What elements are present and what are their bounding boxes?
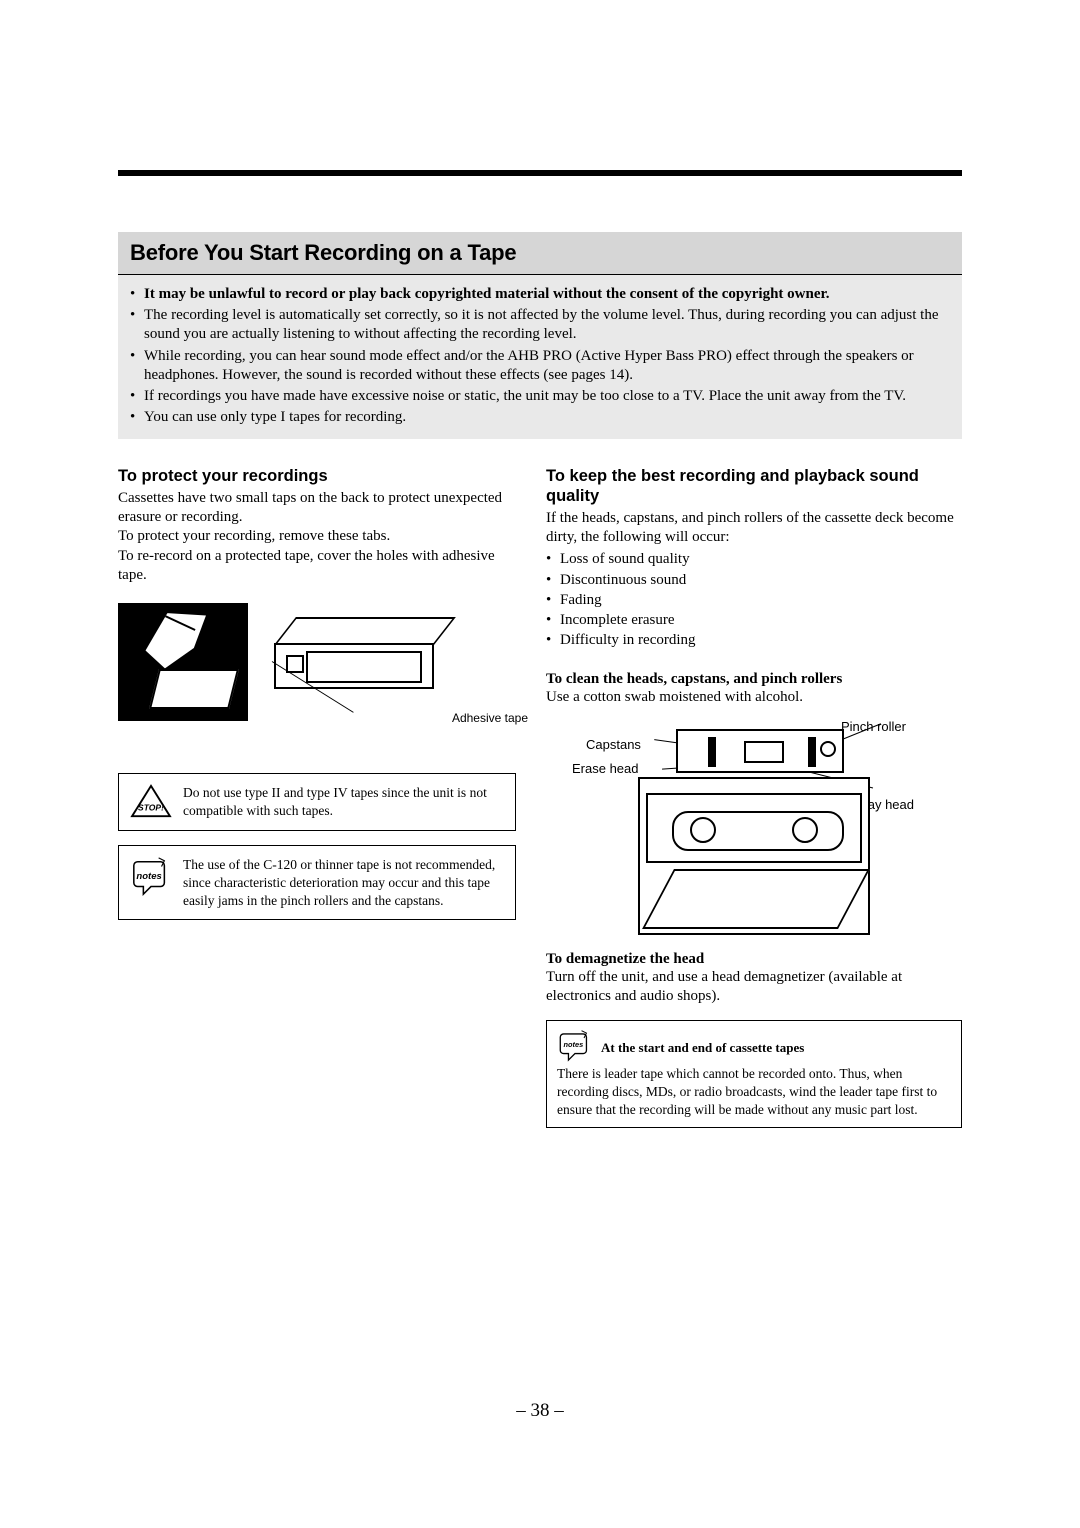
clean-heading: To clean the heads, capstans, and pinch …	[546, 671, 962, 688]
list-item: Incomplete erasure	[546, 610, 962, 630]
list-item: Difficulty in recording	[546, 630, 962, 650]
intro-bullet: You can use only type I tapes for record…	[130, 408, 950, 427]
leader-note-box: notes At the start and end of cassette t…	[546, 1020, 962, 1127]
left-heading: To protect your recordings	[118, 467, 516, 487]
capstans-label: Capstans	[586, 737, 641, 752]
cassette-adhesive-illustration	[274, 617, 434, 707]
symptoms-list: Loss of sound quality Discontinuous soun…	[546, 549, 962, 650]
notes-icon: notes	[557, 1029, 593, 1065]
right-column: To keep the best recording and playback …	[546, 467, 962, 1127]
intro-bullet: If recordings you have made have excessi…	[130, 387, 950, 406]
left-p1: Cassettes have two small taps on the bac…	[118, 489, 516, 527]
intro-bullet-text: It may be unlawful to record or play bac…	[144, 286, 830, 302]
transport-mechanism	[676, 729, 844, 773]
section-title: Before You Start Recording on a Tape	[130, 240, 950, 266]
stop-note-text: Do not use type II and type IV tapes sin…	[183, 784, 505, 820]
right-p1: If the heads, capstans, and pinch roller…	[546, 509, 962, 547]
intro-list: It may be unlawful to record or play bac…	[130, 285, 950, 427]
svg-text:notes: notes	[136, 871, 161, 882]
stop-icon: STOP!	[129, 784, 173, 820]
notes-text: The use of the C-120 or thinner tape is …	[183, 856, 505, 909]
list-item: Discontinuous sound	[546, 570, 962, 590]
intro-bullet: The recording level is automatically set…	[130, 306, 950, 344]
list-item: Loss of sound quality	[546, 549, 962, 569]
stop-note-box: STOP! Do not use type II and type IV tap…	[118, 773, 516, 831]
demag-heading: To demagnetize the head	[546, 951, 962, 968]
columns: To protect your recordings Cassettes hav…	[118, 467, 962, 1127]
left-p2: To protect your recording, remove these …	[118, 527, 516, 546]
clean-p: Use a cotton swab moistened with alcohol…	[546, 688, 962, 707]
notes-icon: notes	[129, 856, 173, 898]
cassette-remove-tab-illustration	[118, 603, 248, 721]
page-content: Before You Start Recording on a Tape It …	[118, 170, 962, 1128]
leader-text: There is leader tape which cannot be rec…	[557, 1065, 951, 1118]
cassette-outline	[646, 793, 862, 863]
svg-text:notes: notes	[564, 1040, 584, 1049]
notes-box: notes The use of the C-120 or thinner ta…	[118, 845, 516, 920]
intro-box: It may be unlawful to record or play bac…	[118, 275, 962, 439]
top-rule	[118, 170, 962, 176]
left-column: To protect your recordings Cassettes hav…	[118, 467, 516, 1127]
erase-head-label: Erase head	[572, 761, 639, 776]
page-number: – 38 –	[118, 1400, 962, 1422]
intro-bullet: It may be unlawful to record or play bac…	[130, 285, 950, 304]
cassette-door	[642, 869, 870, 929]
leader-heading: At the start and end of cassette tapes	[601, 1039, 804, 1056]
adhesive-tape-label: Adhesive tape	[452, 711, 528, 725]
cassette-tab-figure: Adhesive tape	[118, 603, 478, 733]
right-heading: To keep the best recording and playback …	[546, 467, 962, 507]
left-p3: To re-record on a protected tape, cover …	[118, 547, 516, 585]
intro-bullet: While recording, you can hear sound mode…	[130, 347, 950, 385]
cassette-deck-figure: Pinch roller Capstans Erase head Record/…	[546, 723, 906, 943]
section-header: Before You Start Recording on a Tape	[118, 232, 962, 275]
list-item: Fading	[546, 590, 962, 610]
demag-p: Turn off the unit, and use a head demagn…	[546, 968, 962, 1006]
stop-icon-label: STOP!	[138, 803, 164, 813]
